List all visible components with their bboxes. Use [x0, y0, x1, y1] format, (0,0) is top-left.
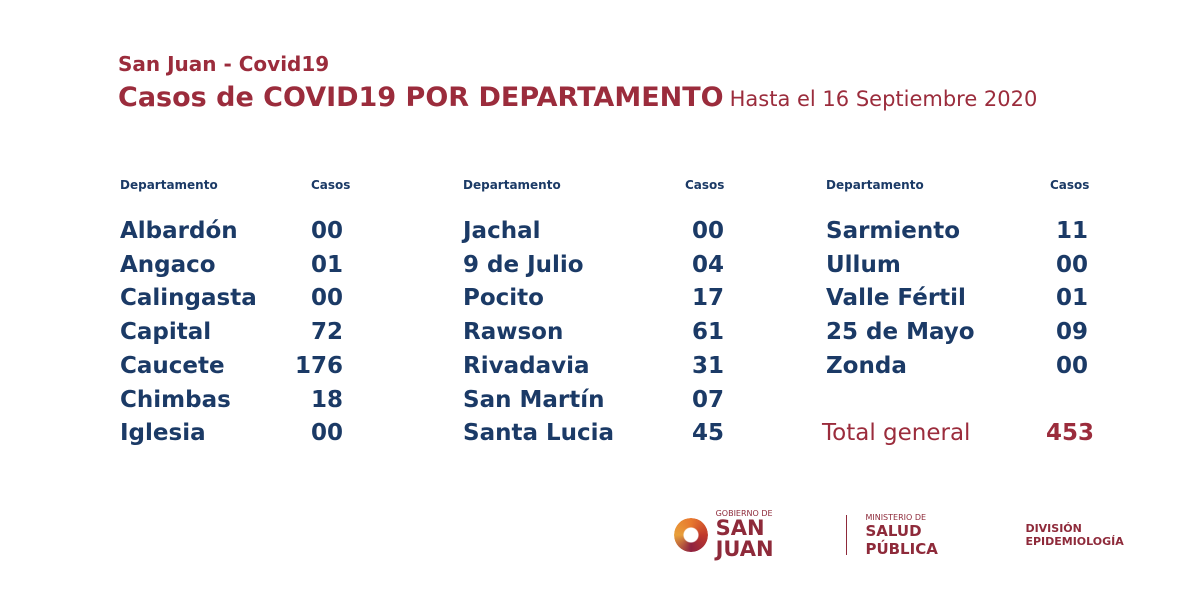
min-big: SALUD PÚBLICA: [865, 521, 938, 558]
department-name: San Martín: [463, 387, 605, 413]
cases-header: Casos: [311, 178, 351, 192]
case-count: 61: [691, 319, 724, 345]
title-text: Casos de COVID19 POR DEPARTAMENTO: [118, 82, 724, 113]
dept-header: Departamento: [120, 178, 218, 192]
subtitle: San Juan - Covid19: [118, 52, 330, 76]
case-count: 00: [691, 218, 724, 244]
department-name: Valle Fértil: [826, 285, 966, 311]
department-name: 25 de Mayo: [826, 319, 975, 345]
cases-header: Casos: [1050, 178, 1090, 192]
table-row: San Martín 07: [463, 387, 724, 421]
table-row: Capital 72: [120, 319, 343, 353]
table-row: Calingasta 00: [120, 285, 343, 319]
case-count: 00: [1055, 252, 1088, 278]
case-count: 09: [1055, 319, 1088, 345]
department-name: Sarmiento: [826, 218, 961, 244]
table-row: Caucete 176: [120, 353, 343, 387]
case-count: 00: [1055, 353, 1088, 379]
cases-header: Casos: [685, 178, 725, 192]
case-count: 17: [691, 285, 724, 311]
gob-small: GOBIERNO DE: [715, 509, 773, 518]
report-date: Hasta el 16 Septiembre 2020: [729, 87, 1038, 111]
min-small: MINISTERIO DE: [865, 512, 927, 522]
total-label: Total general: [822, 420, 971, 446]
division-label: DIVISIÓN EPIDEMIOLOGÍA: [1025, 522, 1124, 548]
divider: [846, 515, 848, 555]
case-count: 00: [310, 420, 343, 446]
department-name: Zonda: [826, 353, 907, 379]
gobierno-logo: GOBIERNO DE SAN JUAN: [716, 510, 829, 560]
department-name: Rawson: [463, 319, 564, 345]
department-name: Angaco: [120, 252, 216, 278]
department-name: Rivadavia: [463, 353, 590, 379]
case-count: 04: [691, 252, 724, 278]
department-name: 9 de Julio: [463, 252, 584, 278]
table-row: Angaco 01: [120, 252, 343, 286]
department-name: Capital: [120, 319, 212, 345]
total-value: 453: [1045, 420, 1094, 446]
table-row: Rivadavia 31: [463, 353, 724, 387]
table-row: Zonda 00: [826, 353, 1088, 387]
table-row: Sarmiento 11: [826, 218, 1088, 252]
table-row: Valle Fértil 01: [826, 285, 1088, 319]
case-count: 72: [310, 319, 343, 345]
table-row: Jachal 00: [463, 218, 724, 252]
case-count: 18: [310, 387, 343, 413]
case-count: 11: [1055, 218, 1088, 244]
case-count: 07: [691, 387, 724, 413]
table-row: Pocito 17: [463, 285, 724, 319]
case-count: 45: [691, 420, 724, 446]
table-row: Chimbas 18: [120, 387, 343, 421]
table-row: Iglesia 00: [120, 420, 343, 454]
case-count: 00: [310, 285, 343, 311]
department-name: Jachal: [463, 218, 541, 244]
department-name: Calingasta: [120, 285, 257, 311]
dept-header: Departamento: [463, 178, 561, 192]
table-row: 25 de Mayo 09: [826, 319, 1088, 353]
department-name: Albardón: [120, 218, 238, 244]
case-count: 00: [310, 218, 343, 244]
page-title: Casos de COVID19 POR DEPARTAMENTO Hasta e…: [118, 82, 1037, 113]
dept-header: Departamento: [826, 178, 924, 192]
department-name: Santa Lucia: [463, 420, 615, 446]
table-row: Rawson 61: [463, 319, 724, 353]
table-row: Albardón 00: [120, 218, 343, 252]
case-count: 01: [310, 252, 343, 278]
department-name: Iglesia: [120, 420, 206, 446]
case-count: 01: [1055, 285, 1088, 311]
san-juan-sun-logo-icon: [674, 518, 708, 552]
footer-logos: GOBIERNO DE SAN JUAN MINISTERIO DE SALUD P…: [674, 510, 1182, 560]
gob-big: SAN JUAN: [715, 516, 774, 561]
table-row: 9 de Julio 04: [463, 252, 724, 286]
total-general: Total general 453: [822, 420, 1094, 454]
ministerio-logo: MINISTERIO DE SALUD PÚBLICA: [865, 513, 997, 558]
department-name: Pocito: [463, 285, 544, 311]
case-count: 176: [294, 353, 343, 379]
case-count: 31: [691, 353, 724, 379]
table-row: Santa Lucia 45: [463, 420, 724, 454]
table-row: Ullum 00: [826, 252, 1088, 286]
department-name: Ullum: [826, 252, 901, 278]
department-name: Chimbas: [120, 387, 231, 413]
department-name: Caucete: [120, 353, 225, 379]
